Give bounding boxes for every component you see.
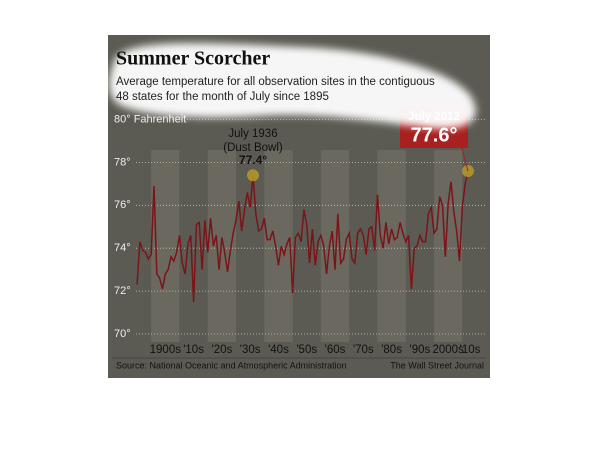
- x-tick-label: '20s: [212, 344, 233, 356]
- y-tick-label: 78°: [114, 156, 131, 168]
- y-tick-label: 76°: [114, 199, 131, 211]
- x-tick-label: '40s: [268, 344, 289, 356]
- x-tick-label: '90s: [410, 344, 431, 356]
- annotation: July 1936: [228, 128, 277, 140]
- annotation-leader: [461, 147, 469, 172]
- subtitle: 48 states for the month of July since 18…: [116, 91, 329, 103]
- bands: [151, 150, 463, 342]
- decade-band: [320, 150, 350, 342]
- plot: 1900s '10s '20s '30s '40s '50s '60s '70s '80s '90…: [114, 107, 486, 356]
- decade-band: [377, 150, 406, 342]
- overlay: Summer Scorcher Average temperature for …: [116, 48, 435, 103]
- annotation-value: 77.6°: [411, 124, 458, 146]
- source: Source: National Oceanic and Atmospheric…: [116, 360, 347, 370]
- x-tick-label: '70s: [353, 344, 374, 356]
- highlight-blob: [109, 43, 476, 129]
- y-tick-label: 74°: [114, 242, 131, 254]
- x-tick-label: '80s: [381, 344, 402, 356]
- y-tick-label: 70°: [114, 328, 131, 340]
- x-tick-label: '50s: [296, 344, 317, 356]
- annotation-value: 77.4°: [239, 153, 267, 167]
- subtitle: Average temperature for all observation …: [116, 76, 435, 88]
- annotation: (Dust Bowl): [223, 142, 283, 154]
- x-tick-label: '30s: [240, 344, 261, 356]
- x-tick-label: 2000s: [432, 344, 464, 356]
- y-tick-label: 72°: [114, 285, 131, 297]
- decade-band: [264, 150, 293, 342]
- chart-title: Summer Scorcher: [116, 48, 270, 70]
- temperature-line: [136, 170, 469, 302]
- x-tick-label: '10s: [460, 344, 481, 356]
- credit: The Wall Street Journal: [390, 360, 484, 370]
- y-tick-label: 80° Fahrenheit: [114, 113, 186, 125]
- x-tick-label: 1900s: [150, 344, 182, 356]
- x-tick-label: '60s: [325, 344, 346, 356]
- highlight-dot: [247, 169, 259, 182]
- x-tick-label: '10s: [183, 344, 204, 356]
